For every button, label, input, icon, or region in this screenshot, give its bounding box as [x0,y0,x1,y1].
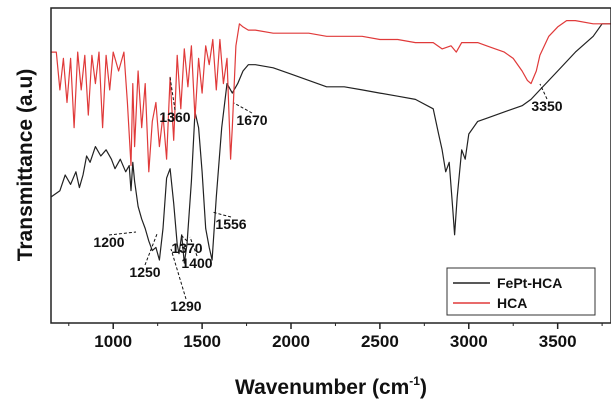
annotation-label-1250: 1250 [129,264,160,280]
x-tick-label: 1000 [94,332,132,351]
annotation-arrow [189,236,198,257]
annotation-arrow [539,83,548,100]
annotation-arrow [108,231,137,236]
annotation-label-1670: 1670 [236,112,267,128]
legend-box [446,267,596,316]
x-tick-label: 1500 [183,332,221,351]
annotation-arrow [169,76,176,111]
legend-label-hca: HCA [497,295,527,311]
annotation-label-1360: 1360 [159,109,190,125]
series-line-hca [51,20,611,173]
plot-frame [50,7,611,324]
series-line-fepthca [50,23,611,264]
x-tick-label: 3500 [539,332,577,351]
x-tick-label: 3000 [450,332,488,351]
x-axis-ticks: 1000 1500 2000 2500 3000 3500 [68,323,603,351]
series-layer [50,20,611,264]
y-axis-title: Transmittance (a.u) [14,69,37,262]
annotation-label-1290: 1290 [170,298,201,314]
annotation-arrow [233,102,253,114]
x-tick-label: 2000 [272,332,310,351]
annotation-arrow [170,248,187,300]
annotation-arrow [144,233,158,266]
annotation-label-1370: 1370 [171,240,202,256]
legend-label-fepthca: FePt-HCA [497,275,562,291]
x-axis-title: Wavenumber (cm-1) [235,374,427,399]
annotation-label-3350: 3350 [531,98,562,114]
x-tick-label: 2500 [361,332,399,351]
annotation-arrow [179,233,188,242]
annotation-arrow [211,211,232,218]
annotation-label-1556: 1556 [215,216,246,232]
annotation-label-1200: 1200 [93,234,124,250]
annotation-label-1400: 1400 [181,255,212,271]
legend: FePt-HCA HCA [446,267,596,316]
